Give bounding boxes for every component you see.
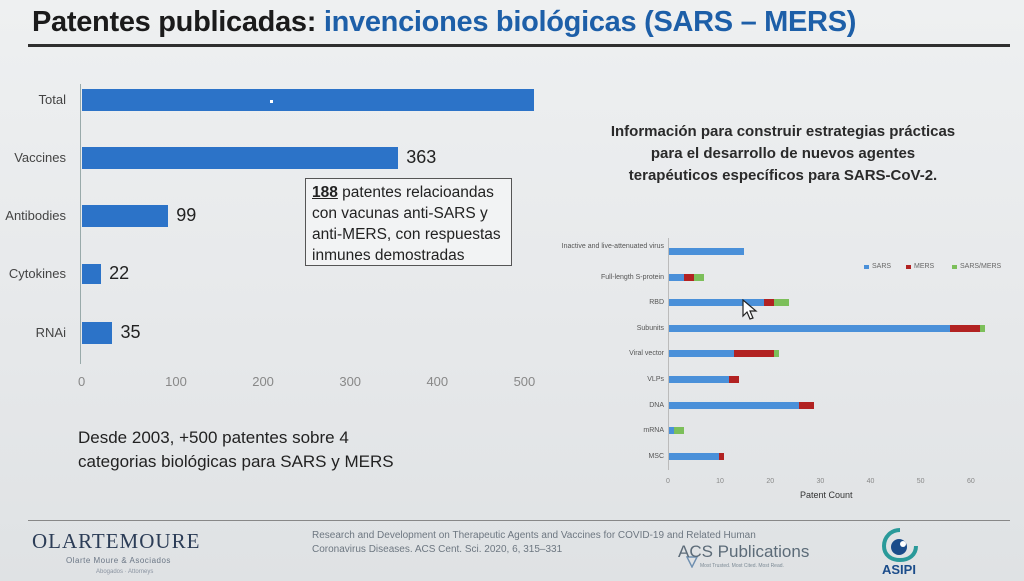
legend-label: MERS	[914, 263, 935, 270]
x-axis-label: Patent Count	[800, 490, 853, 500]
asipi-logo-icon	[882, 528, 918, 562]
legend-label: SARS	[872, 263, 892, 270]
bar-segment-sars	[669, 248, 745, 255]
rc-category-label: RBD	[649, 299, 664, 307]
rc-tick-label: 50	[916, 478, 925, 485]
bar-segment-sars	[669, 350, 735, 358]
category-label: RNAi	[35, 325, 66, 340]
legend-item: SARS	[864, 263, 891, 270]
tick-label: 300	[339, 374, 362, 389]
bar-segment-sars-mers	[694, 273, 705, 281]
rc-category-label: Full-length S-protein	[600, 273, 664, 281]
bar-segment-sars-mers	[979, 324, 985, 332]
rc-tick-label: 60	[966, 478, 975, 485]
info-heading: Información para construir estrategias p…	[575, 121, 991, 187]
callout-box: 188 patentes relacioandas con vacunas an…	[305, 178, 512, 266]
bar-segment-mers	[734, 350, 775, 358]
rc-tick-label: 20	[766, 478, 775, 485]
y-axis-line	[80, 84, 81, 364]
rc-category-label: MSC	[648, 452, 664, 460]
bar-segment-mers	[729, 376, 740, 383]
tick-label: 100	[165, 374, 187, 389]
bar-antibodies	[82, 205, 169, 227]
footer-divider	[28, 520, 1010, 521]
tick-label: 500	[513, 374, 536, 389]
title-divider	[28, 44, 1010, 47]
legend-swatch	[864, 264, 869, 269]
acs-publications-logo: ACS Publications	[678, 542, 810, 561]
bar-segment-mers	[949, 324, 980, 332]
category-label: Antibodies	[5, 208, 66, 223]
data-label: 35	[120, 322, 141, 342]
logo-subtitle-2: Abogados · Attorneys	[96, 569, 154, 575]
rc-y-axis-line	[668, 238, 669, 470]
title-accent: invenciones biológicas (SARS – MERS)	[323, 6, 857, 38]
legend-item: SARS/MERS	[952, 263, 1001, 270]
category-label: Total	[38, 92, 66, 107]
bar-rnai	[82, 322, 113, 344]
bar-segment-sars-mers	[774, 299, 790, 307]
bar-segment-sars	[669, 427, 675, 435]
tick-label: 200	[252, 374, 274, 389]
title-prefix: Patentes publicadas:	[32, 6, 324, 38]
rc-category-label: Inactive and live-attenuated virus	[561, 243, 664, 250]
data-label: 99	[176, 205, 197, 225]
note-line-1: Desde 2003, +500 patentes sobre 4	[78, 428, 349, 447]
bar-segment-sars	[669, 452, 720, 460]
tick-label: 400	[426, 374, 449, 389]
bar-segment-sars	[669, 376, 730, 383]
bar-total	[82, 89, 535, 111]
callout-text: patentes relacioandas con vacunas anti-S…	[312, 184, 501, 264]
acs-triangle-icon	[686, 556, 698, 568]
rc-tick-label: 40	[866, 478, 875, 485]
info-line-1: Información para construir estrategias p…	[610, 123, 956, 140]
data-label: 363	[406, 147, 437, 167]
citation-line-1: Research and Development on Therapeutic …	[312, 530, 756, 541]
legend-swatch	[906, 264, 911, 269]
bar-segment-mers	[684, 273, 695, 281]
olartemoure-logo: OLARTEMOURE	[32, 529, 201, 553]
rc-tick-label: 30	[816, 478, 825, 485]
page-title: Patentes publicadas: invenciones biológi…	[32, 6, 856, 39]
mouse-cursor-icon	[742, 299, 758, 320]
acs-tagline: Most Trusted. Most Cited. Most Read.	[700, 563, 784, 569]
info-line-3: terapéuticos específicos para SARS-CoV-2…	[628, 167, 938, 184]
note-line-2: categorias biológicas para SARS y MERS	[78, 452, 394, 471]
callout-number: 188	[312, 184, 338, 201]
citation: Research and Development on Therapeutic …	[312, 529, 872, 557]
bar-vaccines	[82, 147, 399, 169]
bar-cytokines	[82, 264, 102, 284]
legend-item: MERS	[906, 263, 934, 270]
logo-subtitle: Olarte Moure & Asociados	[66, 556, 171, 565]
legend-swatch	[952, 264, 957, 269]
rc-category-label: VLPs	[647, 376, 664, 383]
rc-category-label: mRNA	[643, 427, 664, 435]
asipi-logo-text: ASIPI	[882, 562, 916, 577]
rc-tick-label: 0	[666, 478, 670, 485]
pointer-dot	[270, 100, 273, 103]
info-line-2: para el desarrollo de nuevos agentes	[650, 145, 916, 162]
category-label: Vaccines	[14, 150, 66, 165]
bar-segment-mers	[719, 452, 725, 460]
bar-segment-sars	[669, 324, 950, 332]
bar-segment-sars	[669, 401, 800, 409]
legend-label: SARS/MERS	[960, 263, 1002, 270]
citation-line-2: Coronavirus Diseases. ACS Cent. Sci. 202…	[312, 544, 563, 555]
category-label: Cytokines	[8, 266, 66, 281]
bar-segment-mers	[764, 299, 775, 307]
rc-category-label: Subunits	[636, 324, 664, 332]
rc-category-label: DNA	[649, 401, 664, 409]
rc-category-label: Viral vector	[629, 350, 664, 358]
data-label: 22	[109, 263, 130, 283]
tick-label: 0	[78, 374, 86, 389]
bar-segment-sars	[669, 273, 685, 281]
bar-segment-sars-mers	[674, 427, 685, 435]
bar-segment-sars	[669, 299, 765, 307]
bar-segment-sars-mers	[774, 350, 780, 358]
bar-segment-mers	[799, 401, 815, 409]
rc-tick-label: 10	[716, 478, 724, 485]
summary-note: Desde 2003, +500 patentes sobre 4 catego…	[78, 426, 438, 474]
